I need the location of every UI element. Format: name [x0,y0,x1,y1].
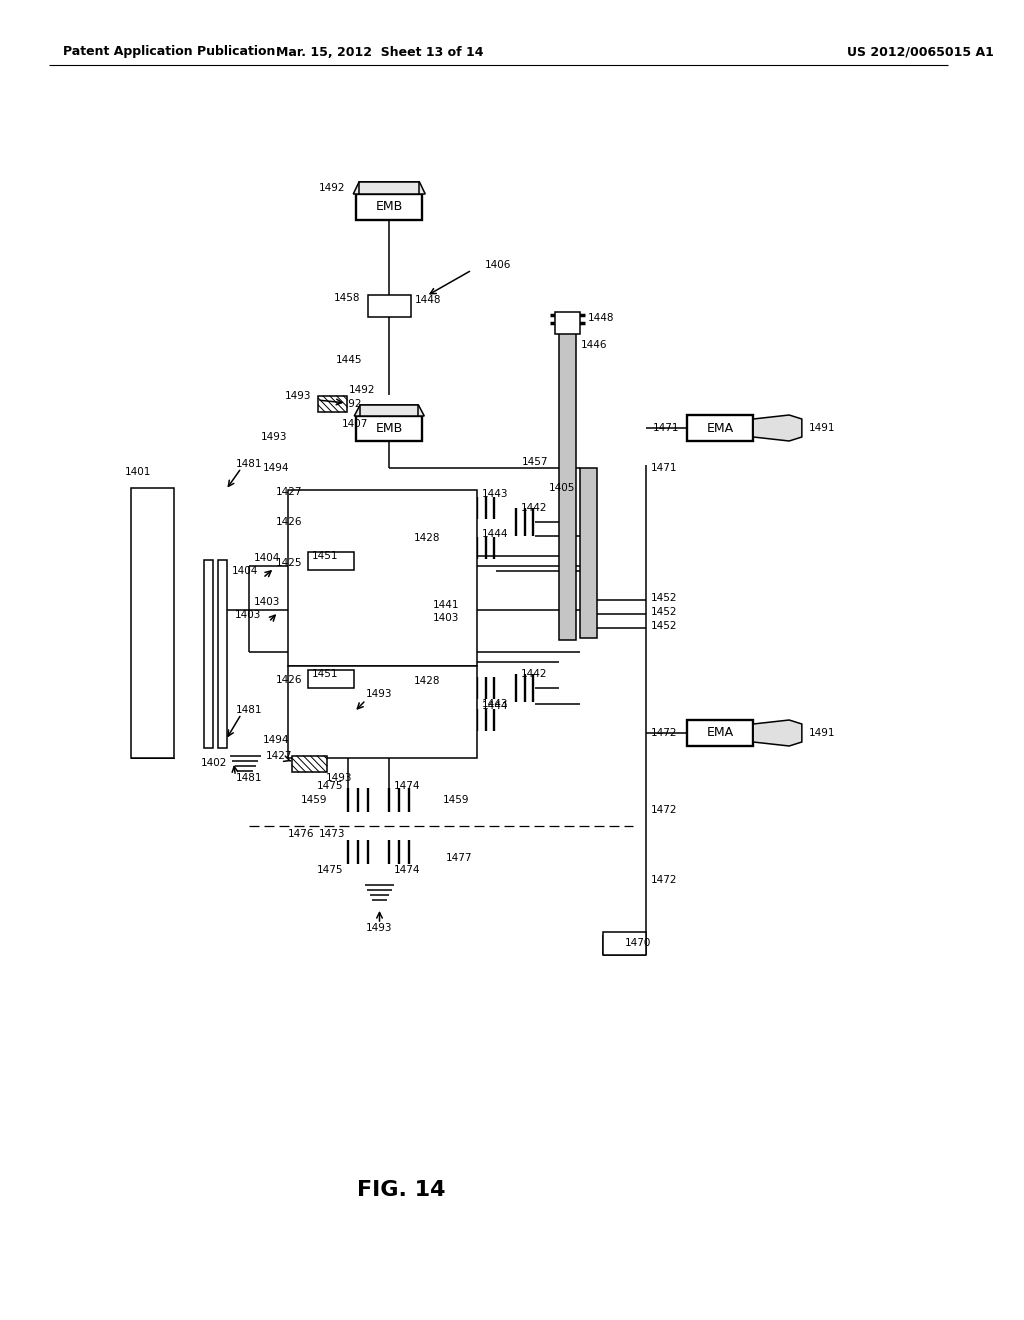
Text: 1448: 1448 [415,294,441,305]
Bar [318,396,347,412]
Text: 1443: 1443 [481,700,508,709]
Text: 1474: 1474 [394,781,421,791]
Polygon shape [353,182,425,194]
Bar [687,414,754,441]
Text: 1404: 1404 [231,566,258,576]
Text: 1476: 1476 [288,829,314,840]
Bar [368,294,411,317]
Text: 1472: 1472 [651,729,677,738]
Bar [687,719,754,746]
Text: 1473: 1473 [319,829,346,840]
Polygon shape [354,405,424,416]
Bar [558,315,577,640]
Text: 1402: 1402 [201,758,227,768]
Text: FIG. 14: FIG. 14 [356,1180,445,1200]
Text: 1459: 1459 [300,795,327,805]
Bar [292,756,327,772]
Text: 1426: 1426 [276,675,303,685]
Text: 1481: 1481 [236,705,262,715]
Text: 1491: 1491 [809,729,836,738]
Text: US 2012/0065015 A1: US 2012/0065015 A1 [847,45,993,58]
Polygon shape [754,414,802,441]
Bar [131,488,174,758]
Text: 1426: 1426 [276,517,303,527]
Text: EMA: EMA [707,726,733,739]
Text: 1481: 1481 [236,774,262,783]
Text: 1492: 1492 [336,399,362,409]
Text: EMB: EMB [376,201,402,214]
Text: 1458: 1458 [334,293,360,304]
Text: 1472: 1472 [651,875,678,884]
Text: 1475: 1475 [317,781,343,791]
Text: 1403: 1403 [234,610,261,620]
Text: 1493: 1493 [366,689,392,700]
Text: 1445: 1445 [336,355,362,366]
Text: 1451: 1451 [311,669,338,678]
Text: Mar. 15, 2012  Sheet 13 of 14: Mar. 15, 2012 Sheet 13 of 14 [275,45,483,58]
Text: 1470: 1470 [625,939,651,948]
Bar [360,405,419,416]
Text: 1406: 1406 [484,260,511,271]
Text: 1492: 1492 [348,385,375,395]
Text: 1491: 1491 [809,422,836,433]
Text: 1407: 1407 [341,418,368,429]
Bar [580,469,597,638]
Text: 1494: 1494 [263,463,289,473]
Text: 1471: 1471 [651,463,678,473]
Bar [288,667,477,758]
Bar [288,490,477,667]
Text: 1481: 1481 [236,459,262,469]
Text: 1457: 1457 [521,457,548,467]
Text: 1444: 1444 [481,701,508,711]
Text: 1428: 1428 [414,676,440,686]
Text: 1442: 1442 [520,503,547,513]
Text: 1446: 1446 [581,341,607,350]
Text: 1494: 1494 [263,735,289,744]
Text: 1477: 1477 [445,853,472,863]
Polygon shape [754,719,802,746]
Text: 1425: 1425 [276,558,303,568]
Text: 1471: 1471 [652,422,679,433]
Text: 1444: 1444 [481,529,508,539]
Text: 1403: 1403 [254,597,281,607]
Text: 1452: 1452 [651,620,678,631]
Text: 1475: 1475 [317,865,343,875]
Text: Patent Application Publication: Patent Application Publication [63,45,275,58]
Text: 1403: 1403 [433,612,460,623]
Text: 1404: 1404 [254,553,281,564]
Text: 1441: 1441 [433,601,460,610]
Text: EMA: EMA [707,421,733,434]
Text: 1452: 1452 [651,593,678,603]
Bar [356,194,422,220]
Text: EMB: EMB [376,421,402,434]
Text: 1442: 1442 [520,669,547,678]
Bar [307,671,354,688]
Bar [356,416,422,441]
Text: 1427: 1427 [265,751,292,762]
Text: 1427: 1427 [276,487,303,498]
Text: 1451: 1451 [311,550,338,561]
Text: 1493: 1493 [326,774,352,783]
Text: 1405: 1405 [549,483,575,492]
Bar [555,312,580,334]
Text: 1493: 1493 [261,432,288,442]
Text: 1428: 1428 [414,533,440,543]
Text: 1401: 1401 [125,467,151,477]
Text: 1459: 1459 [442,795,469,805]
Text: 1492: 1492 [318,183,345,193]
Bar [218,560,226,748]
Text: 1448: 1448 [588,313,614,323]
Text: 1474: 1474 [394,865,421,875]
Text: 1452: 1452 [651,607,678,616]
Text: 1493: 1493 [367,923,393,933]
Bar [603,932,646,954]
Bar [359,182,420,194]
Bar [205,560,213,748]
Text: 1472: 1472 [651,805,678,814]
Bar [307,552,354,570]
Text: 1493: 1493 [285,391,311,401]
Text: 1443: 1443 [481,488,508,499]
